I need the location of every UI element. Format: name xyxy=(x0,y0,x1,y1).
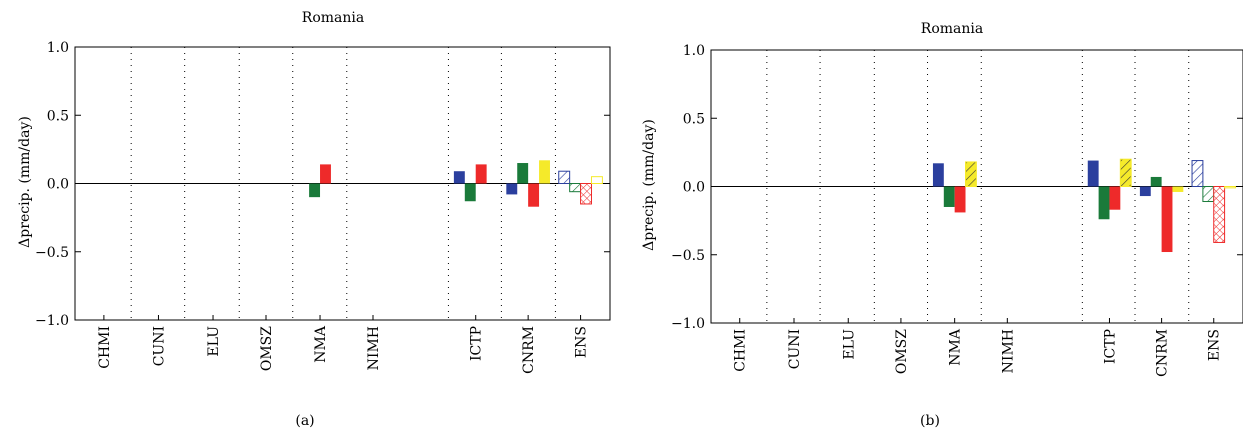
bar xyxy=(506,183,518,195)
bar xyxy=(464,183,476,202)
chart-title: Romania xyxy=(302,10,364,26)
bar xyxy=(517,163,529,184)
y-tick-label: −0.5 xyxy=(671,248,705,264)
y-axis-label: Δprecip. (mm/day) xyxy=(641,119,657,251)
bar xyxy=(1150,176,1162,187)
x-tick-label: ELU xyxy=(841,329,857,360)
bar xyxy=(1224,186,1236,189)
bar xyxy=(943,186,955,207)
bar xyxy=(1098,186,1110,220)
x-tick-label: ENS xyxy=(574,326,590,358)
y-tick-label: −1.0 xyxy=(671,316,705,332)
bar xyxy=(475,164,487,184)
bar xyxy=(580,183,592,205)
x-tick-label: NIMH xyxy=(366,326,382,370)
bar xyxy=(569,183,582,193)
bar xyxy=(932,163,944,187)
x-tick-label: ENS xyxy=(1207,329,1223,361)
bar xyxy=(590,176,603,185)
x-tick-label: NMA xyxy=(948,328,964,366)
bar xyxy=(1109,186,1121,210)
x-tick-label: OMSZ xyxy=(259,326,275,371)
bar xyxy=(1119,158,1132,187)
x-tick-label: CUNI xyxy=(151,326,167,366)
bar xyxy=(1191,160,1204,188)
x-tick-label: NIMH xyxy=(1000,329,1016,373)
x-tick-label: CNRM xyxy=(1155,329,1171,377)
y-tick-label: 0.0 xyxy=(683,180,705,196)
bar xyxy=(558,170,571,184)
chart-title: Romania xyxy=(921,21,983,37)
bar xyxy=(1139,186,1151,197)
bar xyxy=(1202,186,1215,203)
bar xyxy=(309,183,321,198)
x-tick-label: ICTP xyxy=(469,326,485,361)
bar xyxy=(453,171,465,184)
x-tick-label: CHMI xyxy=(733,329,749,372)
bar xyxy=(528,183,540,207)
x-tick-label: ELU xyxy=(206,326,222,357)
plot-area: 1.0 0.5 0.0 −0.5 −1.0 CHMI CUNI ELU OMSZ NMA NIMH I… xyxy=(671,43,1243,377)
x-tick-label: CHMI xyxy=(97,326,113,369)
y-tick-label: 0.0 xyxy=(47,177,69,193)
bar xyxy=(1213,186,1226,243)
y-tick-label: 1.0 xyxy=(47,40,69,56)
chart-panel-a: Romania Δprecip. (mm/day) (a) 1.0 0.5 0.0 −… xyxy=(17,10,611,429)
y-tick-label: 1.0 xyxy=(683,43,705,59)
panel-label: (b) xyxy=(920,413,940,429)
y-tick-label: −0.5 xyxy=(35,245,69,261)
bar xyxy=(320,164,331,184)
x-tick-label: OMSZ xyxy=(894,329,910,374)
bar xyxy=(1087,160,1099,187)
y-axis-label: Δprecip. (mm/day) xyxy=(17,116,33,248)
y-tick-label: 0.5 xyxy=(47,108,69,124)
bar xyxy=(539,160,550,184)
x-tick-label: NMA xyxy=(313,325,329,363)
panel-label: (a) xyxy=(295,413,314,429)
y-tick-label: −1.0 xyxy=(35,313,69,329)
bar xyxy=(1172,186,1184,192)
x-tick-label: CUNI xyxy=(787,329,803,369)
bar xyxy=(965,161,977,187)
bar xyxy=(954,186,966,213)
x-tick-label: CNRM xyxy=(521,326,537,374)
chart-panel-b: Romania Δprecip. (mm/day) (b) 1.0 0.5 0.0 −… xyxy=(641,21,1243,429)
plot-area: 1.0 0.5 0.0 −0.5 −1.0 CHMI CUNI ELU OMSZ NMA NIMH I… xyxy=(35,40,611,374)
bar xyxy=(1161,186,1173,253)
y-tick-label: 0.5 xyxy=(683,111,705,127)
x-tick-label: ICTP xyxy=(1102,329,1118,364)
